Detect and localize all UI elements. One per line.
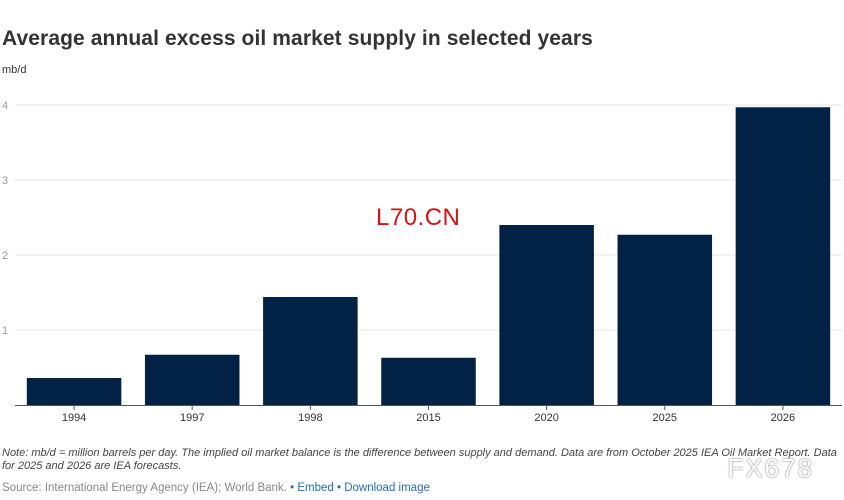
y-tick-label: 3 xyxy=(2,175,8,187)
bar-1997[interactable] xyxy=(144,354,240,405)
y-axis-unit-label: mb/d xyxy=(2,64,27,76)
bar-1998[interactable] xyxy=(263,297,358,405)
download-image-link[interactable]: Download image xyxy=(344,482,430,494)
bar-2020[interactable] xyxy=(499,225,594,405)
chart-note: Note: mb/d = million barrels per day. Th… xyxy=(2,447,837,472)
x-tick-label: 2026 xyxy=(771,412,795,424)
y-axis-ticks: 1 2 3 4 xyxy=(2,100,8,337)
brand-watermark: FX678 xyxy=(727,453,814,483)
x-tick-label: 2015 xyxy=(416,412,440,424)
watermark-text: L70.CN xyxy=(376,204,461,231)
y-tick-label: 2 xyxy=(2,250,8,262)
x-tick-label: 1997 xyxy=(180,412,204,424)
chart-title: Average annual excess oil market supply … xyxy=(2,27,593,50)
x-axis-ticks: 1994 1997 1998 2015 2020 2025 2026 xyxy=(62,405,795,424)
y-tick-label: 4 xyxy=(2,100,8,112)
bar-2015[interactable] xyxy=(381,357,476,405)
bars xyxy=(26,107,831,405)
embed-link[interactable]: Embed xyxy=(297,482,334,494)
y-tick-label: 1 xyxy=(2,325,8,337)
separator-dot: • xyxy=(290,482,298,494)
x-tick-label: 1998 xyxy=(298,412,322,424)
x-tick-label: 1994 xyxy=(62,412,86,424)
x-tick-label: 2020 xyxy=(534,412,558,424)
x-tick-label: 2025 xyxy=(653,412,677,424)
bar-2025[interactable] xyxy=(617,234,713,405)
separator-dot: • xyxy=(336,482,345,494)
bar-chart: 1 2 3 4 1994 1997 1998 2015 2020 2025 2026 xyxy=(2,100,842,424)
bar-2026[interactable] xyxy=(735,107,831,405)
source-text: Source: International Energy Agency (IEA… xyxy=(2,482,287,494)
source-line: Source: International Energy Agency (IEA… xyxy=(2,482,430,494)
bar-1994[interactable] xyxy=(26,378,122,405)
